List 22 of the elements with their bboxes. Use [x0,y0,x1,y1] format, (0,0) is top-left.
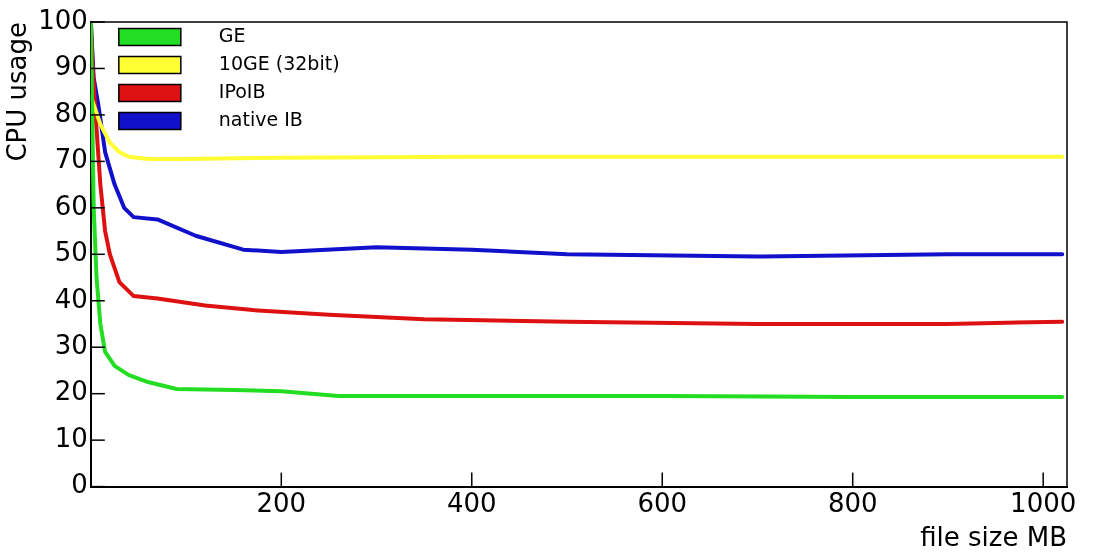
x-axis-title: file size MB [920,522,1067,553]
legend-label: native IB [218,107,303,130]
y-tick-label: 30 [54,329,88,360]
y-tick-label: 60 [54,190,88,221]
y-axis-title: CPU usage [2,22,33,162]
y-tick-label: 80 [54,97,88,128]
x-tick-label: 1000 [1010,487,1077,518]
y-tick-label: 40 [54,283,88,314]
y-tick-label: 0 [71,469,88,500]
x-tick-label: 200 [256,487,307,518]
x-tick-label: 800 [827,487,878,518]
x-tick-label: 600 [637,487,688,518]
legend-label: 10GE (32bit) [218,51,340,74]
y-tick-label: 50 [54,237,88,268]
legend-label: IPoIB [218,79,266,102]
y-tick-label: 70 [54,144,88,175]
x-tick-label: 400 [446,487,497,518]
y-tick-label: 90 [54,51,88,82]
legend-label: GE [218,23,246,46]
y-tick-label: 20 [54,376,88,407]
y-tick-label: 10 [54,422,88,453]
y-tick-label: 100 [38,4,88,35]
